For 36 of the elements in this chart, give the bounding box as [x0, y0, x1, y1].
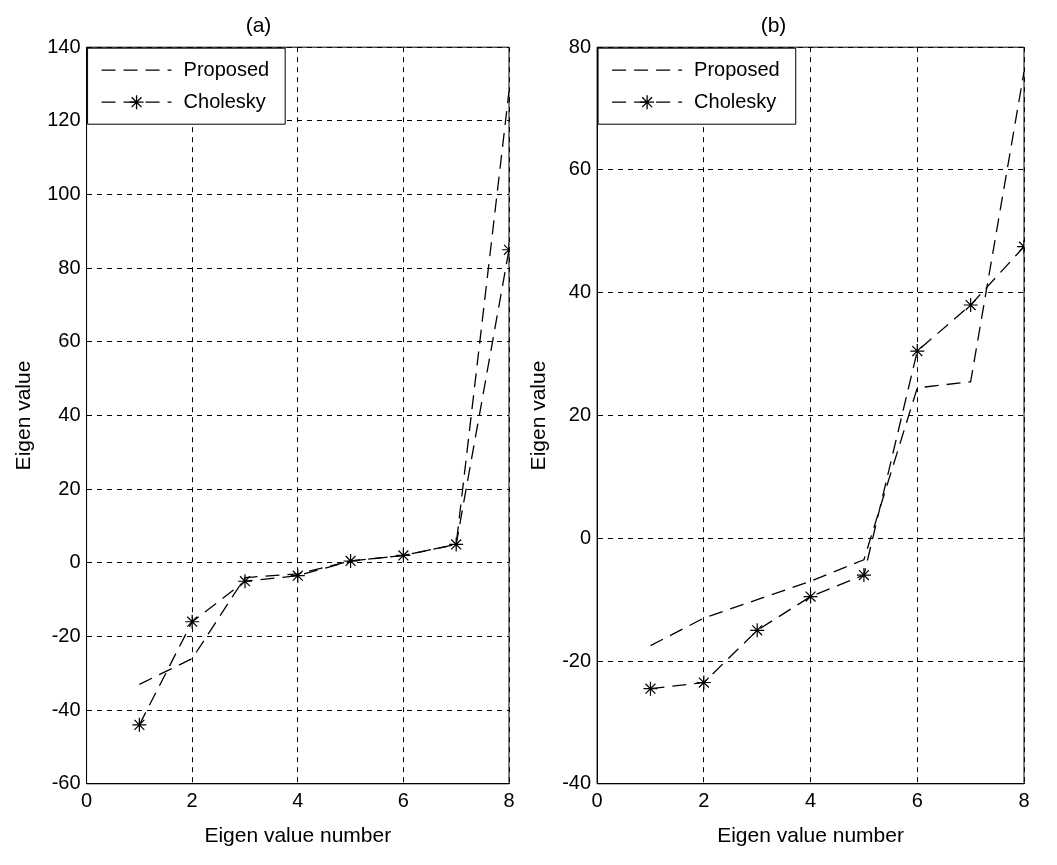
y-tick-label: 140: [47, 34, 81, 57]
x-tick-label: 8: [503, 789, 515, 812]
y-tick-label: 60: [568, 157, 592, 180]
x-tick-label: 6: [911, 789, 923, 812]
y-tick-label: 20: [568, 403, 592, 426]
legend-label: Proposed: [694, 57, 780, 80]
x-tick-label: 4: [292, 789, 304, 812]
y-tick-label: 60: [58, 329, 81, 352]
x-tick-label: 2: [698, 789, 710, 812]
legend-label: Cholesky: [183, 89, 266, 112]
chart-title: (a): [245, 13, 272, 37]
y-tick-label: 100: [47, 182, 81, 205]
y-tick-label: 0: [69, 550, 81, 573]
y-tick-label: 40: [58, 403, 81, 426]
y-axis-title: Eigen value: [526, 360, 550, 471]
y-tick-label: 20: [58, 476, 81, 499]
y-tick-label: -40: [51, 697, 81, 720]
y-tick-label: 0: [579, 525, 592, 548]
x-tick-label: 6: [397, 789, 409, 812]
legend-label: Proposed: [183, 57, 270, 80]
x-tick-label: 2: [186, 789, 198, 812]
x-tick-label: 4: [804, 789, 817, 812]
x-tick-label: 8: [1018, 789, 1030, 812]
y-tick-label: 80: [58, 255, 81, 278]
y-tick-label: -20: [562, 648, 592, 671]
legend-label: Cholesky: [694, 89, 777, 112]
y-tick-label: -60: [51, 771, 81, 794]
y-tick-label: 40: [568, 280, 592, 303]
y-tick-label: -20: [51, 624, 81, 646]
chart-title: (b): [760, 13, 787, 37]
y-axis-title: Eigen value: [11, 360, 35, 471]
y-tick-label: -40: [562, 771, 592, 794]
y-tick-label: 120: [47, 108, 81, 131]
x-axis-title: Eigen value number: [204, 823, 392, 847]
x-axis-title: Eigen value number: [717, 823, 904, 847]
y-tick-label: 80: [568, 34, 592, 57]
